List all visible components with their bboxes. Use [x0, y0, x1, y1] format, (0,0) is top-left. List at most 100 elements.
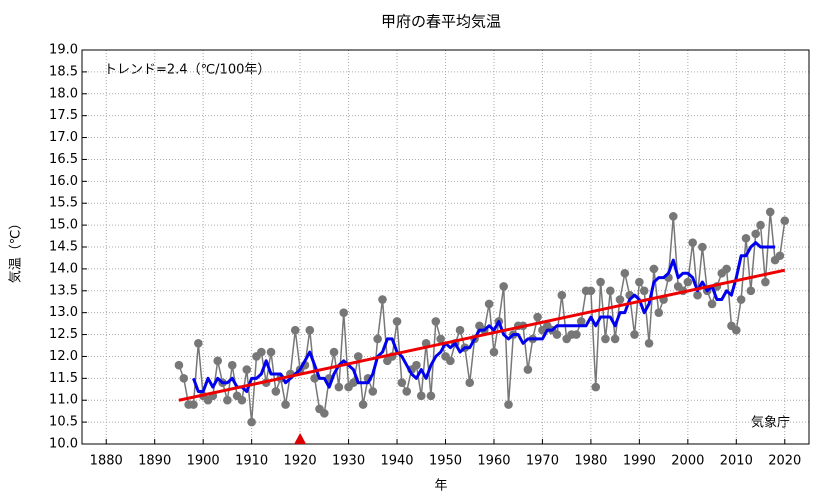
data-point: [668, 212, 678, 221]
data-point: [576, 317, 586, 326]
data-point: [557, 290, 567, 300]
chart-title: 甲府の春平均気温: [381, 13, 501, 31]
data-point: [227, 360, 237, 370]
y-tick-label: 14.5: [49, 240, 78, 255]
data-point: [756, 220, 765, 230]
data-point: [635, 277, 644, 287]
x-tick-label: 2010: [720, 454, 753, 469]
series-line: [178, 268, 786, 402]
data-point: [732, 325, 741, 335]
data-point: [693, 290, 702, 300]
y-tick-label: 13.5: [49, 283, 78, 298]
x-axis-label: 年: [434, 479, 447, 494]
data-point: [780, 216, 790, 226]
data-point: [349, 378, 358, 388]
event-marker: [294, 433, 307, 444]
x-tick-label: 1910: [235, 454, 268, 469]
x-tick-label: 1880: [90, 454, 123, 469]
y-tick-label: 17.5: [49, 108, 78, 123]
data-point: [775, 251, 785, 261]
y-tick-label: 14.0: [49, 261, 78, 276]
data-point: [644, 339, 654, 348]
data-point: [591, 382, 601, 392]
data-point: [373, 334, 382, 344]
x-tick-label: 1920: [284, 454, 317, 469]
data-point: [761, 277, 770, 287]
y-tick-label: 13.0: [49, 305, 78, 320]
data-point: [615, 295, 625, 304]
data-point: [688, 238, 697, 247]
data-point: [368, 387, 378, 396]
data-point: [504, 400, 513, 409]
data-point: [523, 365, 533, 374]
y-tick-label: 15.0: [49, 218, 78, 233]
data-point: [266, 347, 276, 357]
x-tick-label: 1960: [477, 454, 510, 469]
data-point: [610, 334, 620, 344]
data-point: [257, 347, 266, 357]
data-point: [213, 356, 223, 366]
data-point: [601, 334, 610, 344]
data-point: [722, 264, 731, 274]
x-tick-label: 1950: [429, 454, 462, 469]
data-point: [639, 286, 649, 296]
data-point: [484, 299, 494, 309]
data-point: [223, 395, 232, 405]
data-point: [247, 417, 256, 427]
data-point: [533, 312, 542, 322]
x-tick-label: 1940: [380, 454, 413, 469]
data-point: [310, 374, 319, 383]
y-tick-label: 18.0: [49, 86, 78, 101]
data-point: [552, 330, 562, 339]
data-point: [455, 325, 465, 335]
data-point: [353, 352, 363, 361]
data-point: [751, 229, 760, 239]
data-point: [426, 391, 436, 401]
x-tick-label: 1930: [332, 454, 365, 469]
data-point: [392, 317, 402, 326]
data-point: [465, 378, 475, 388]
y-axis-label: 気温（℃）: [8, 217, 24, 284]
data-point: [397, 378, 407, 388]
data-point: [596, 277, 605, 287]
data-point: [271, 387, 281, 396]
data-point: [741, 233, 751, 243]
data-point: [281, 400, 290, 409]
data-point: [194, 339, 203, 348]
data-point: [683, 277, 693, 287]
data-point: [431, 317, 441, 326]
x-tick-label: 1900: [187, 454, 220, 469]
data-point: [329, 347, 339, 357]
data-point: [305, 325, 315, 335]
data-point: [707, 299, 717, 309]
x-tick-label: 1970: [526, 454, 559, 469]
data-point: [765, 207, 775, 217]
data-point: [378, 295, 387, 304]
y-tick-label: 10.5: [49, 415, 78, 430]
y-tick-label: 19.0: [49, 43, 78, 58]
data-point: [339, 308, 349, 317]
x-tick-label: 1890: [138, 454, 171, 469]
data-point: [698, 242, 707, 252]
data-point: [412, 360, 421, 370]
data-point: [736, 295, 746, 304]
data-point: [746, 286, 756, 296]
data-point: [446, 356, 455, 366]
data-point: [290, 325, 300, 335]
y-tick-label: 15.5: [49, 196, 78, 211]
plot-frame: [81, 49, 810, 445]
data-point: [416, 391, 426, 401]
data-point: [402, 387, 412, 396]
data-point: [499, 282, 508, 291]
x-tick-label: 2020: [768, 454, 801, 469]
x-tick-label: 2000: [671, 454, 704, 469]
data-point: [174, 360, 184, 370]
y-tick-label: 12.0: [49, 349, 78, 364]
data-point: [649, 264, 659, 274]
y-tick-label: 12.5: [49, 327, 78, 342]
data-point: [489, 347, 499, 357]
source: 気象庁: [751, 415, 790, 431]
data-point: [572, 330, 581, 339]
y-tick-label: 11.5: [49, 371, 78, 386]
